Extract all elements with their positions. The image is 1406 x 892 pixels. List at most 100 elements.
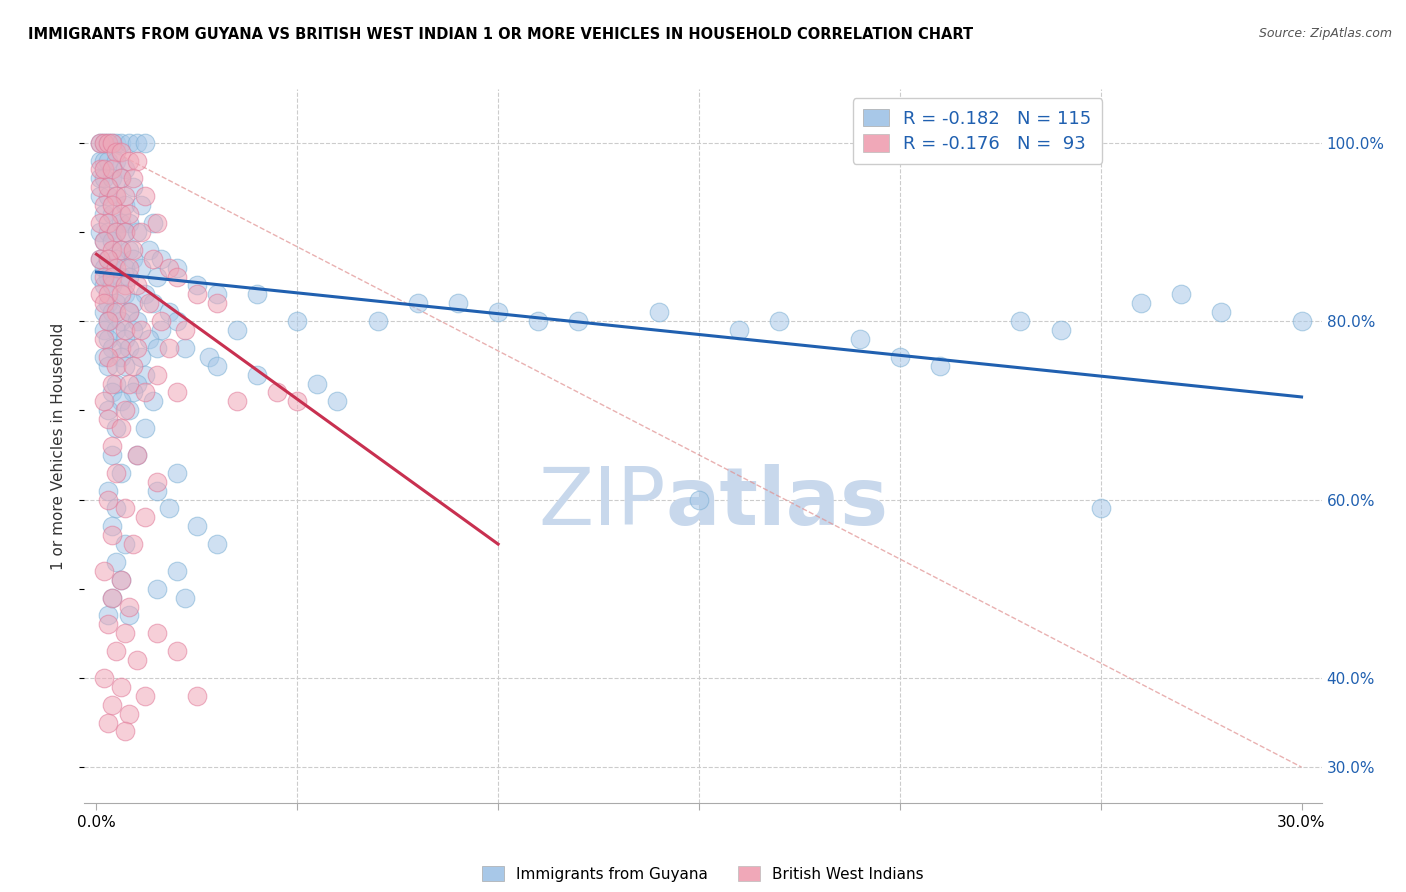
Point	[101, 207, 124, 221]
Point	[157, 305, 180, 319]
Point	[101, 171, 124, 186]
Point	[105, 555, 128, 569]
Point	[93, 278, 115, 293]
Point	[89, 269, 111, 284]
Point	[105, 153, 128, 168]
Point	[101, 528, 124, 542]
Point	[110, 341, 132, 355]
Point	[117, 341, 139, 355]
Point	[97, 296, 120, 310]
Point	[125, 153, 148, 168]
Point	[105, 260, 128, 275]
Point	[138, 243, 160, 257]
Point	[93, 136, 115, 150]
Point	[142, 252, 165, 266]
Point	[307, 376, 329, 391]
Point	[101, 243, 124, 257]
Point	[110, 145, 132, 159]
Point	[114, 260, 136, 275]
Point	[1090, 501, 1112, 516]
Point	[101, 260, 124, 275]
Point	[367, 314, 389, 328]
Point	[117, 305, 139, 319]
Point	[117, 305, 139, 319]
Point	[110, 243, 132, 257]
Point	[101, 591, 124, 605]
Point	[93, 323, 115, 337]
Point	[285, 314, 308, 328]
Point	[138, 296, 160, 310]
Point	[166, 269, 188, 284]
Point	[145, 269, 167, 284]
Point	[101, 198, 124, 212]
Point	[117, 207, 139, 221]
Point	[97, 136, 120, 150]
Point	[89, 153, 111, 168]
Point	[134, 189, 156, 203]
Point	[101, 385, 124, 400]
Point	[110, 171, 132, 186]
Text: ZIP: ZIP	[538, 464, 666, 542]
Point	[93, 171, 115, 186]
Point	[101, 305, 124, 319]
Point	[145, 483, 167, 498]
Point	[145, 582, 167, 596]
Point	[166, 564, 188, 578]
Point	[114, 189, 136, 203]
Point	[105, 466, 128, 480]
Point	[105, 252, 128, 266]
Point	[125, 341, 148, 355]
Point	[125, 376, 148, 391]
Point	[110, 287, 132, 301]
Legend: Immigrants from Guyana, British West Indians: Immigrants from Guyana, British West Ind…	[477, 860, 929, 888]
Point	[205, 296, 228, 310]
Point	[121, 171, 143, 186]
Point	[97, 332, 120, 346]
Point	[110, 350, 132, 364]
Point	[101, 234, 124, 248]
Point	[93, 296, 115, 310]
Point	[101, 341, 124, 355]
Point	[97, 412, 120, 426]
Point	[89, 252, 111, 266]
Point	[105, 136, 128, 150]
Point	[125, 225, 148, 239]
Point	[527, 314, 550, 328]
Point	[93, 207, 115, 221]
Point	[101, 698, 124, 712]
Point	[97, 269, 120, 284]
Point	[134, 136, 156, 150]
Point	[149, 314, 172, 328]
Point	[89, 189, 111, 203]
Point	[89, 162, 111, 177]
Point	[929, 359, 952, 373]
Point	[93, 260, 115, 275]
Point	[125, 448, 148, 462]
Point	[138, 332, 160, 346]
Point	[447, 296, 470, 310]
Point	[117, 153, 139, 168]
Point	[114, 287, 136, 301]
Point	[93, 162, 115, 177]
Point	[89, 287, 111, 301]
Point	[110, 573, 132, 587]
Point	[97, 287, 120, 301]
Point	[89, 136, 111, 150]
Text: IMMIGRANTS FROM GUYANA VS BRITISH WEST INDIAN 1 OR MORE VEHICLES IN HOUSEHOLD CO: IMMIGRANTS FROM GUYANA VS BRITISH WEST I…	[28, 27, 973, 42]
Point	[157, 260, 180, 275]
Point	[110, 216, 132, 230]
Point	[142, 394, 165, 409]
Point	[149, 323, 172, 337]
Point	[114, 359, 136, 373]
Point	[125, 136, 148, 150]
Point	[93, 234, 115, 248]
Point	[93, 234, 115, 248]
Point	[134, 287, 156, 301]
Point	[117, 216, 139, 230]
Point	[114, 278, 136, 293]
Point	[105, 644, 128, 658]
Point	[93, 350, 115, 364]
Point	[97, 252, 120, 266]
Point	[105, 225, 128, 239]
Point	[226, 394, 249, 409]
